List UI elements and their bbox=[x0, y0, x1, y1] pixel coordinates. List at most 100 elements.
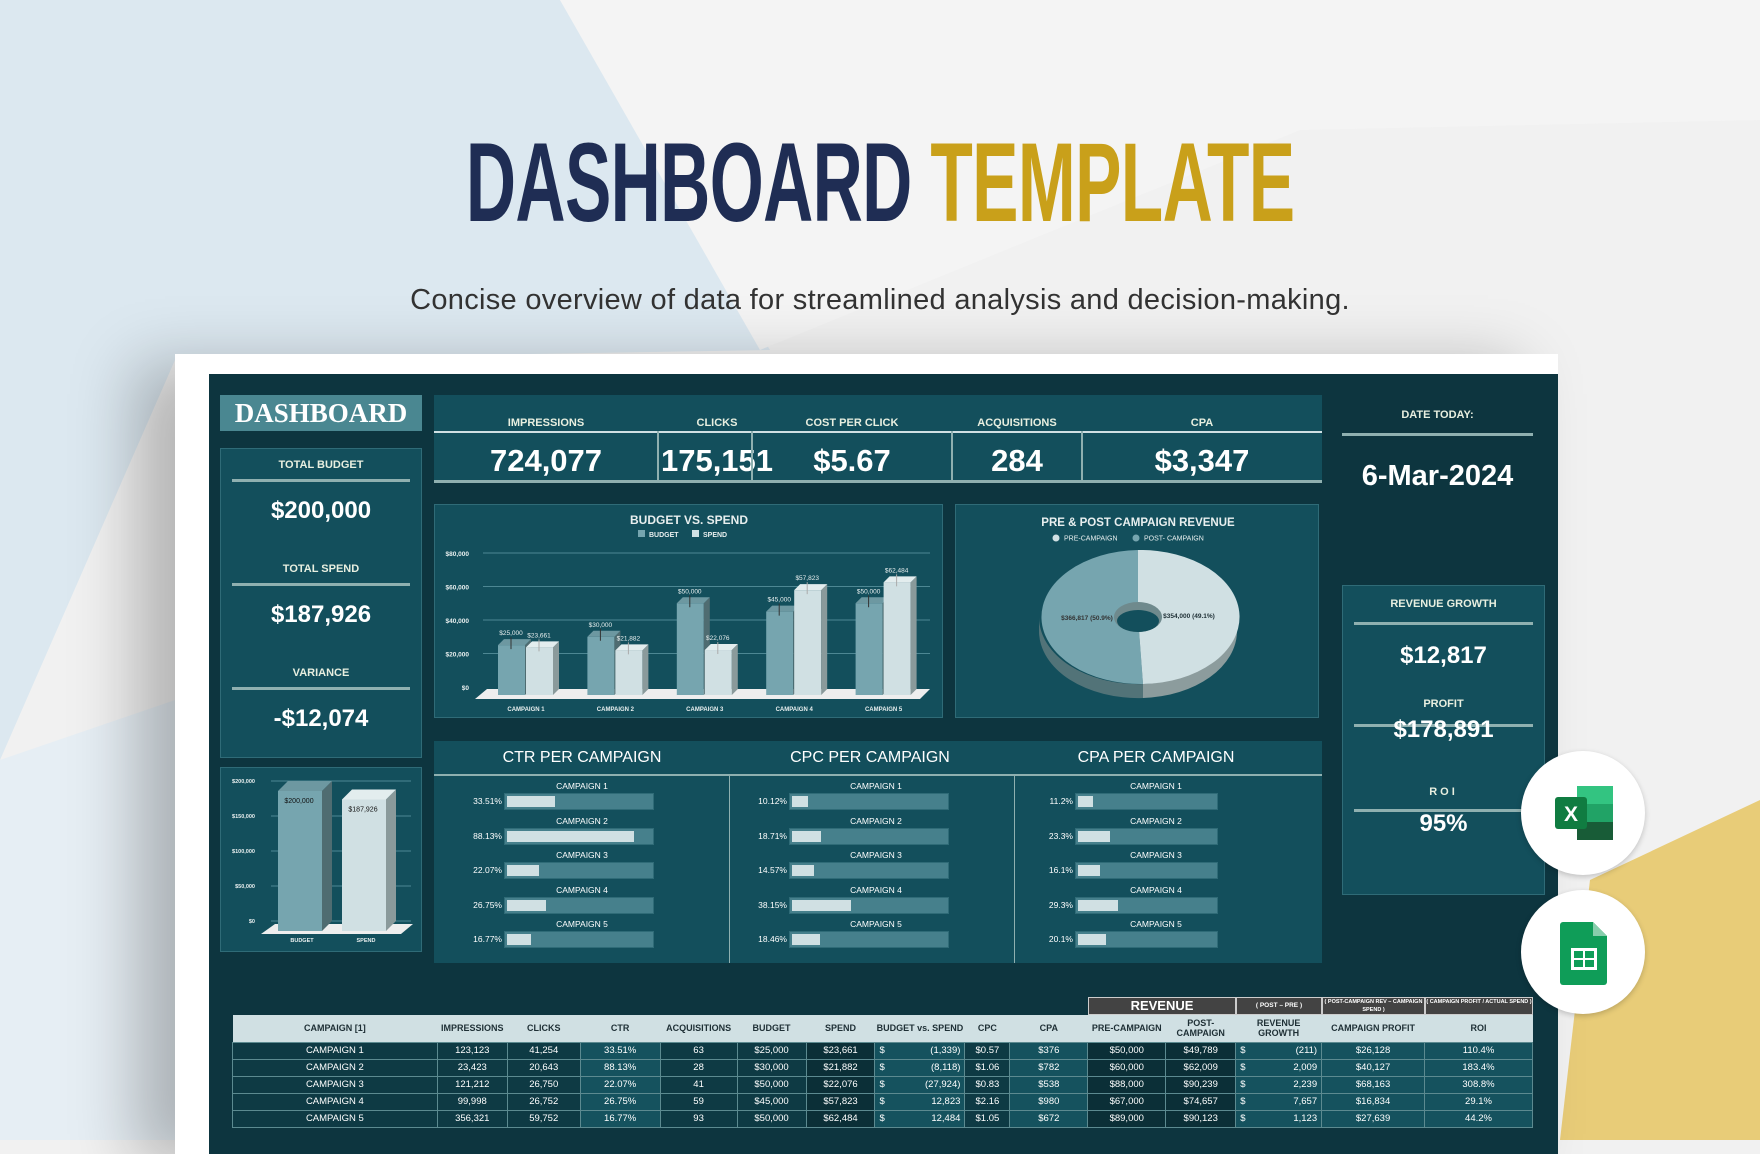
currency-symbol: $ bbox=[1240, 1113, 1246, 1124]
column-header: BUDGET vs. SPEND bbox=[874, 1015, 965, 1042]
progress-fill bbox=[792, 934, 821, 945]
cell-value: (211) bbox=[1295, 1045, 1318, 1056]
column-header: ROI bbox=[1424, 1015, 1533, 1042]
campaign-label: CAMPAIGN 2 bbox=[556, 815, 608, 826]
column-header: CAMPAIGN PROFIT bbox=[1321, 1015, 1425, 1042]
table-cell: $68,163 bbox=[1321, 1075, 1426, 1094]
accounting-cell: $1,123 bbox=[1236, 1113, 1321, 1124]
chart-title: BUDGET VS. SPEND bbox=[630, 513, 748, 527]
campaign-label: CAMPAIGN 4 bbox=[850, 884, 902, 895]
kpi-label: CLICKS bbox=[696, 417, 738, 429]
y-tick-label: $0 bbox=[249, 919, 255, 925]
table-cell: $ (27,924) bbox=[874, 1075, 966, 1094]
accounting-cell: $2,239 bbox=[1236, 1079, 1321, 1090]
date-value: 6-Mar-2024 bbox=[1361, 460, 1514, 492]
table-cell: 308.8% bbox=[1424, 1075, 1533, 1094]
percent-label: 10.12% bbox=[758, 796, 787, 806]
kpi-value: $5.67 bbox=[813, 443, 891, 478]
accounting-cell: $ (1,339) bbox=[875, 1045, 964, 1056]
table-cell: $980 bbox=[1009, 1092, 1089, 1111]
table-cell: 26,752 bbox=[506, 1092, 581, 1111]
page-title: DASHBOARD TEMPLATE bbox=[0, 118, 1760, 247]
campaign-label: CAMPAIGN 5 bbox=[1130, 919, 1182, 929]
divider bbox=[1014, 776, 1015, 963]
bar-spend bbox=[704, 644, 738, 695]
pie-side-post bbox=[1038, 617, 1143, 699]
data-label: $50,000 bbox=[857, 588, 881, 595]
legend-swatch bbox=[1052, 534, 1060, 542]
kpi-label: IMPRESSIONS bbox=[507, 417, 585, 429]
table-cell: 26.75% bbox=[579, 1092, 661, 1111]
data-label: $30,000 bbox=[589, 622, 613, 629]
cell-value: (1,339) bbox=[930, 1045, 961, 1056]
table-cell: 123,123 bbox=[436, 1041, 508, 1060]
divider bbox=[232, 479, 410, 482]
table-cell: 29.1% bbox=[1424, 1092, 1533, 1111]
accounting-cell: $ (211) bbox=[1236, 1045, 1321, 1056]
y-tick-label: $200,000 bbox=[232, 779, 255, 785]
y-tick-label: $100,000 bbox=[232, 849, 255, 855]
table-cell: 26,750 bbox=[506, 1075, 581, 1094]
progress-bar bbox=[504, 931, 654, 948]
kpi-label: ACQUISITIONS bbox=[977, 417, 1057, 429]
table-cell: $22,076 bbox=[805, 1075, 876, 1094]
x-tick-label: CAMPAIGN 5 bbox=[865, 707, 903, 713]
currency-symbol: $ bbox=[1240, 1045, 1246, 1056]
currency-symbol: $ bbox=[879, 1079, 885, 1090]
totals-panel: TOTAL BUDGET $200,000 TOTAL SPEND $187,926 V… bbox=[220, 448, 422, 758]
metric-value: 95% bbox=[1419, 810, 1468, 837]
column-header: CPA bbox=[1009, 1015, 1088, 1042]
table-cell: $ (211) bbox=[1235, 1041, 1323, 1060]
currency-symbol: $ bbox=[879, 1062, 885, 1073]
campaign-label: CAMPAIGN 2 bbox=[850, 815, 902, 826]
bar-spend bbox=[883, 576, 917, 695]
divider bbox=[951, 431, 953, 483]
table-cell: 23,423 bbox=[436, 1058, 508, 1077]
table-cell: 88.13% bbox=[579, 1058, 661, 1077]
cell-value: 2,009 bbox=[1293, 1062, 1318, 1073]
table-cell: CAMPAIGN 5 bbox=[232, 1109, 438, 1128]
progress-bar bbox=[504, 827, 654, 845]
currency-symbol: $ bbox=[879, 1045, 885, 1056]
section-title: CPA PER CAMPAIGN bbox=[1077, 749, 1235, 766]
y-tick-label: $20,000 bbox=[446, 652, 470, 659]
metric-value: $187,926 bbox=[270, 601, 372, 628]
progress-fill bbox=[507, 865, 539, 876]
metric-label: TOTAL BUDGET bbox=[278, 459, 364, 471]
revenue-pie-chart: PRE & POST CAMPAIGN REVENUE PRE-CAMPAIGN P… bbox=[955, 504, 1319, 718]
table-cell: $1.05 bbox=[964, 1109, 1011, 1128]
chart-title: PRE & POST CAMPAIGN REVENUE bbox=[1041, 517, 1235, 529]
y-tick-label: $40,000 bbox=[446, 618, 470, 625]
table-cell: 28 bbox=[659, 1058, 738, 1077]
budget-vs-spend-chart: BUDGET VS. SPEND BUDGET SPEND $0 $20,000 $40,… bbox=[434, 504, 943, 718]
cell-value: 12,484 bbox=[931, 1113, 961, 1124]
excel-button[interactable]: X bbox=[1521, 751, 1645, 875]
progress-fill bbox=[792, 796, 808, 807]
excel-icon: X bbox=[1555, 786, 1613, 840]
google-sheets-icon bbox=[1560, 922, 1607, 985]
column-header: POST-CAMPAIGN bbox=[1165, 1015, 1236, 1042]
table-cell: $50,000 bbox=[736, 1109, 807, 1128]
percent-label: 20.1% bbox=[1048, 934, 1073, 944]
metric-label: VARIANCE bbox=[292, 667, 350, 679]
divider bbox=[751, 431, 753, 483]
table-cell: $50,000 bbox=[1087, 1041, 1167, 1060]
table-cell: 121,212 bbox=[436, 1075, 508, 1094]
progress-bar bbox=[789, 896, 949, 914]
google-sheets-button[interactable] bbox=[1521, 890, 1645, 1014]
cell-value: 12,823 bbox=[931, 1096, 961, 1107]
campaign-label: CAMPAIGN 5 bbox=[556, 919, 608, 929]
table-cell: $12,823 bbox=[874, 1092, 966, 1111]
metric-value: $12,817 bbox=[1400, 642, 1487, 669]
metric-value: -$12,074 bbox=[273, 705, 369, 732]
kpi-strip: IMPRESSIONS 724,077 CLICKS 175,151 COST PER … bbox=[434, 395, 1322, 483]
kpi-impressions: IMPRESSIONS 724,077 bbox=[434, 395, 658, 483]
campaign-label: CAMPAIGN 5 bbox=[850, 919, 902, 929]
column-header: BUDGET bbox=[737, 1015, 807, 1042]
progress-bar bbox=[1075, 896, 1218, 914]
data-label: $62,484 bbox=[885, 567, 909, 574]
progress-fill bbox=[507, 934, 532, 945]
table-cell: $45,000 bbox=[736, 1092, 807, 1111]
table-row: CAMPAIGN 3 121,212 26,750 22.07% 41 $50,000 $2… bbox=[232, 1075, 1533, 1094]
progress-bar bbox=[789, 793, 949, 810]
